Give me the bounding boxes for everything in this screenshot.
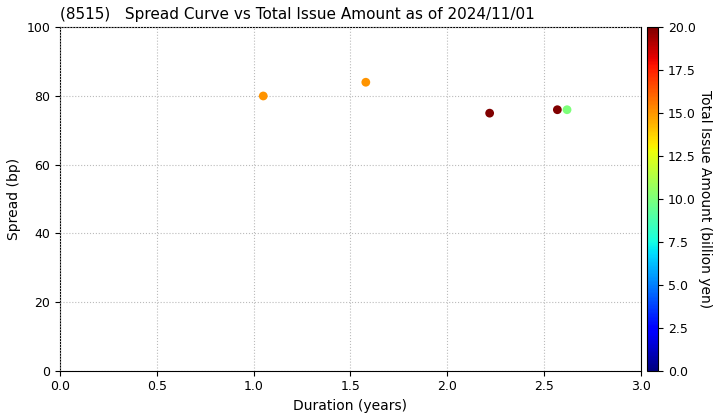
Y-axis label: Spread (bp): Spread (bp) — [7, 158, 21, 240]
Point — [360, 79, 372, 86]
Point — [552, 106, 563, 113]
Y-axis label: Total Issue Amount (billion yen): Total Issue Amount (billion yen) — [698, 90, 712, 308]
X-axis label: Duration (years): Duration (years) — [293, 399, 408, 413]
Point — [484, 110, 495, 116]
Text: (8515)   Spread Curve vs Total Issue Amount as of 2024/11/01: (8515) Spread Curve vs Total Issue Amoun… — [60, 7, 535, 22]
Point — [562, 106, 573, 113]
Point — [258, 93, 269, 100]
